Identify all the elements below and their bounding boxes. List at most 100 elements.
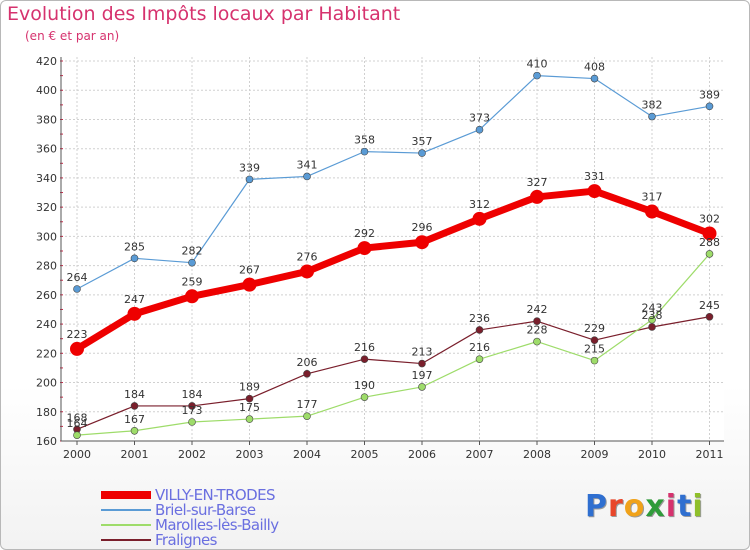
logo-letter: x [645, 489, 666, 524]
data-point [188, 258, 196, 267]
logo-letter: t [677, 489, 693, 524]
data-label: 184 [182, 388, 203, 401]
data-point [702, 226, 717, 241]
data-label: 382 [642, 99, 663, 112]
data-label: 373 [469, 112, 490, 125]
data-point [360, 393, 369, 401]
legend-swatch [101, 538, 151, 541]
data-point [472, 211, 487, 226]
data-point [705, 102, 714, 111]
proxiti-logo: Proxiti [585, 489, 704, 524]
x-tick-label: 2010 [638, 448, 666, 461]
data-point [533, 317, 541, 325]
data-point [73, 285, 81, 293]
data-label: 358 [354, 134, 375, 147]
data-point [303, 172, 311, 181]
legend-item: Briel-sur-Barse [101, 501, 279, 519]
data-label: 236 [469, 312, 490, 325]
y-tick-label: 240 [36, 318, 57, 331]
data-point [415, 235, 429, 250]
data-point [242, 277, 257, 292]
data-point [127, 306, 142, 321]
data-label: 276 [297, 250, 318, 263]
data-label: 288 [699, 236, 720, 249]
data-label: 389 [699, 88, 720, 101]
legend-swatch [101, 508, 151, 511]
data-label: 331 [584, 170, 605, 183]
logo-letter: i [692, 489, 704, 524]
data-point [533, 71, 541, 80]
data-point [475, 125, 484, 134]
logo-letter: P [585, 489, 608, 524]
y-tick-label: 340 [36, 172, 57, 185]
data-label: 197 [412, 369, 433, 382]
series-line-3 [76, 316, 711, 430]
y-tick-label: 220 [36, 347, 57, 360]
logo-letter: r [608, 489, 624, 524]
data-point [360, 147, 369, 156]
x-tick-label: 2009 [581, 448, 609, 461]
plot-area [61, 57, 724, 441]
data-label: 184 [124, 388, 145, 401]
y-tick-label: 420 [36, 55, 57, 68]
data-label: 167 [124, 413, 145, 426]
x-tick-label: 2000 [63, 448, 91, 461]
data-point [418, 359, 426, 368]
series-line-0 [73, 187, 713, 353]
x-tick-label: 2002 [178, 448, 206, 461]
data-point [705, 312, 714, 321]
data-point [530, 189, 544, 204]
data-label: 267 [239, 264, 260, 277]
data-label: 164 [67, 417, 88, 430]
data-point [360, 355, 369, 363]
data-label: 190 [354, 379, 375, 392]
data-label: 259 [182, 275, 203, 288]
x-tick-label: 2001 [121, 448, 149, 461]
x-tick-label: 2011 [696, 448, 724, 461]
legend-item: Marolles-lès-Bailly [101, 515, 279, 534]
chart-title: Evolution des Impôts locaux par Habitant [7, 3, 401, 25]
legend: VILLY-EN-TRODES Briel-sur-Barse Marolles-l… [101, 485, 279, 549]
data-label: 296 [412, 221, 433, 234]
data-label: 410 [527, 58, 548, 71]
data-point [705, 250, 714, 258]
data-point [357, 241, 372, 256]
y-tick-label: 160 [36, 435, 57, 448]
x-tick-label: 2005 [351, 448, 379, 461]
data-label: 216 [354, 341, 375, 354]
data-label: 357 [412, 135, 433, 148]
data-label: 285 [124, 240, 145, 253]
x-tick-label: 2007 [466, 448, 494, 461]
data-label: 189 [239, 381, 260, 394]
legend-label: Fralignes [155, 530, 218, 549]
data-label: 243 [642, 302, 663, 315]
data-point [245, 394, 254, 403]
legend-label: Marolles-lès-Bailly [155, 515, 279, 534]
data-point [475, 326, 484, 334]
legend-swatch [101, 490, 151, 499]
data-point [188, 418, 196, 426]
y-tick-label: 200 [36, 377, 57, 390]
x-tick-label: 2003 [236, 448, 264, 461]
y-tick-label: 280 [36, 260, 57, 273]
data-label: 282 [182, 245, 203, 258]
data-point [70, 341, 84, 356]
data-point [188, 402, 196, 410]
data-label: 339 [239, 161, 260, 174]
data-label: 213 [412, 346, 433, 359]
data-point [73, 431, 81, 439]
data-point [587, 184, 602, 199]
legend-label: VILLY-EN-TRODES [155, 485, 275, 504]
data-point [130, 426, 139, 435]
x-tick-label: 2004 [293, 448, 321, 461]
data-point [245, 415, 254, 423]
data-point [303, 369, 311, 378]
y-tick-label: 400 [36, 84, 57, 97]
data-label: 175 [239, 401, 260, 414]
logo-letter: i [665, 489, 678, 524]
x-tick-label: 2008 [523, 448, 551, 461]
y-tick-label: 320 [36, 201, 57, 214]
chart-subtitle: (en € et par an) [25, 29, 120, 43]
data-label: 327 [527, 176, 548, 189]
